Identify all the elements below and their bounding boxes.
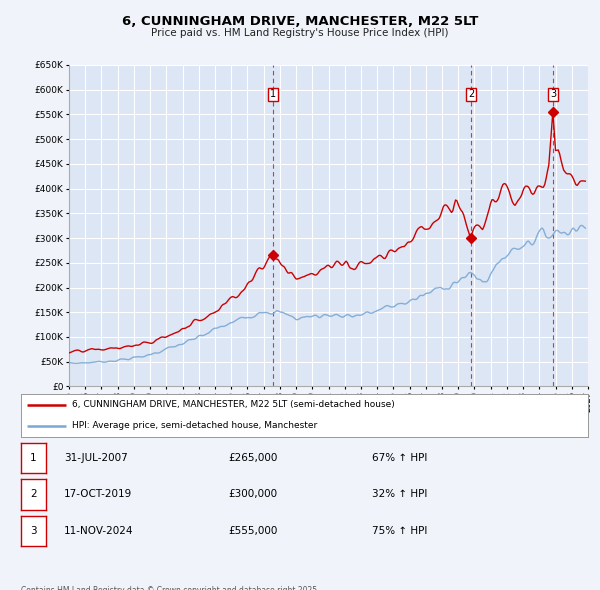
Text: Contains HM Land Registry data © Crown copyright and database right 2025.: Contains HM Land Registry data © Crown c… (21, 586, 320, 590)
Text: Price paid vs. HM Land Registry's House Price Index (HPI): Price paid vs. HM Land Registry's House … (151, 28, 449, 38)
Text: 6, CUNNINGHAM DRIVE, MANCHESTER, M22 5LT (semi-detached house): 6, CUNNINGHAM DRIVE, MANCHESTER, M22 5LT… (72, 400, 395, 409)
Text: HPI: Average price, semi-detached house, Manchester: HPI: Average price, semi-detached house,… (72, 421, 317, 431)
Text: £555,000: £555,000 (228, 526, 277, 536)
Text: 3: 3 (550, 90, 556, 100)
Text: 32% ↑ HPI: 32% ↑ HPI (372, 490, 427, 499)
Text: 1: 1 (30, 453, 37, 463)
Text: 17-OCT-2019: 17-OCT-2019 (64, 490, 133, 499)
Text: 75% ↑ HPI: 75% ↑ HPI (372, 526, 427, 536)
Text: 67% ↑ HPI: 67% ↑ HPI (372, 453, 427, 463)
Text: 2: 2 (468, 90, 474, 100)
Text: 11-NOV-2024: 11-NOV-2024 (64, 526, 134, 536)
Text: £265,000: £265,000 (228, 453, 277, 463)
Text: 2: 2 (30, 490, 37, 499)
Text: 6, CUNNINGHAM DRIVE, MANCHESTER, M22 5LT: 6, CUNNINGHAM DRIVE, MANCHESTER, M22 5LT (122, 15, 478, 28)
Text: 3: 3 (30, 526, 37, 536)
Text: £300,000: £300,000 (228, 490, 277, 499)
Text: 31-JUL-2007: 31-JUL-2007 (64, 453, 128, 463)
Text: 1: 1 (270, 90, 276, 100)
